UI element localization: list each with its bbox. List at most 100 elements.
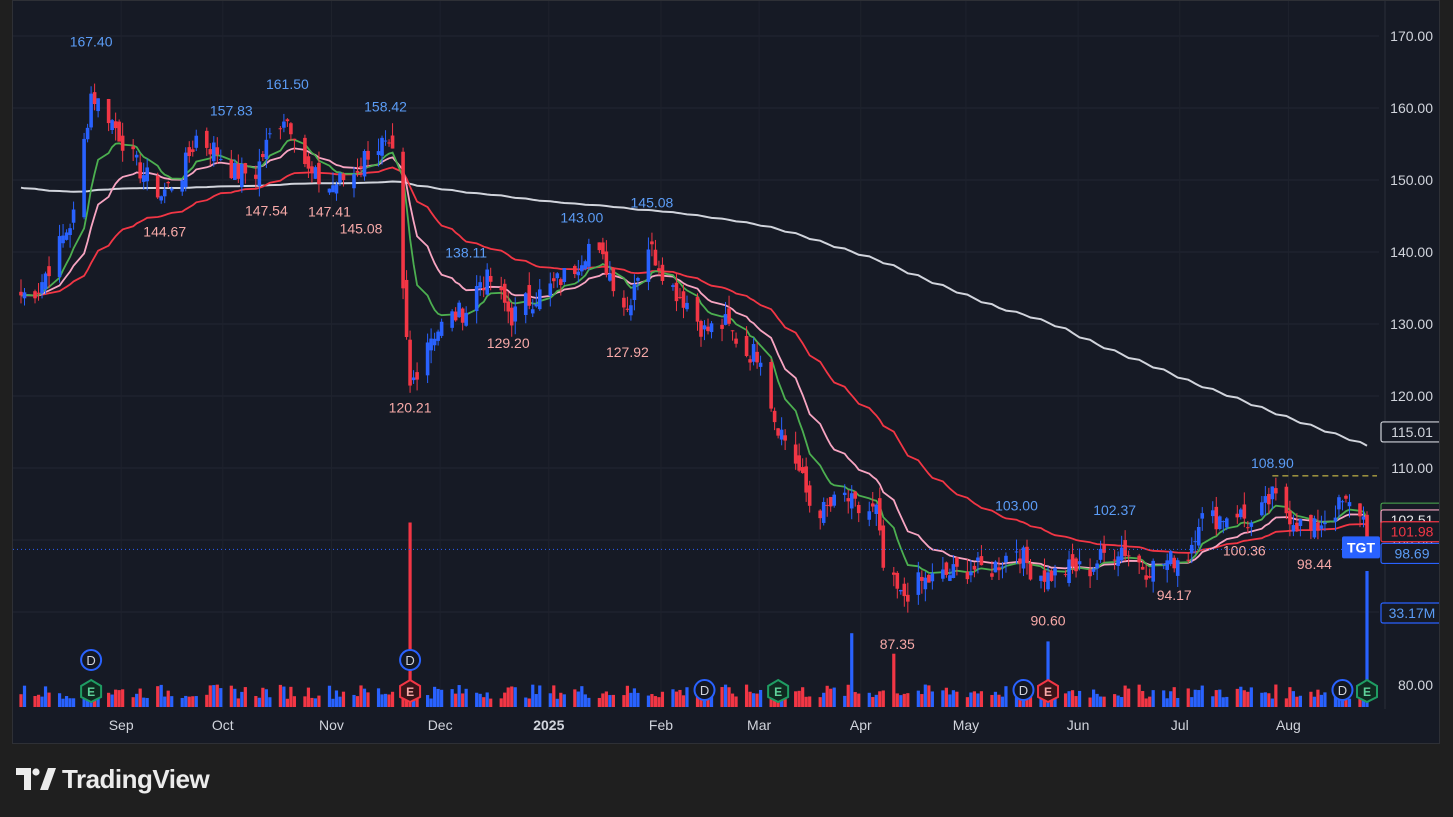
candle-body: [1316, 522, 1320, 531]
volume-bar: [808, 696, 812, 707]
candle-body: [243, 163, 248, 174]
volume-bar: [338, 696, 342, 707]
earnings-event-label: E: [87, 685, 95, 699]
low-price-label: 129.20: [487, 335, 530, 351]
volume-bar: [433, 686, 437, 707]
candle-body: [1021, 547, 1026, 569]
dividend-event-label: D: [1338, 683, 1347, 698]
price-badge-label: 115.01: [1391, 424, 1433, 440]
price-axis[interactable]: 170.00 160.00 150.00 140.00 130.00 120.00 110.…: [109, 1, 1439, 733]
candle-body: [1000, 566, 1005, 568]
candle-body: [1067, 559, 1071, 584]
candle-body: [1210, 510, 1215, 517]
earnings-event-label: E: [406, 685, 414, 699]
candle-body: [955, 557, 959, 567]
price-badge-label: 101.98: [1391, 524, 1434, 540]
dividend-event-icon[interactable]: [80, 649, 103, 671]
candle-body: [401, 151, 405, 289]
volume-bar: [941, 690, 945, 707]
candle-body: [22, 292, 27, 299]
candle-body: [1217, 516, 1222, 530]
dividend-event-icon[interactable]: [1331, 679, 1354, 701]
volume-bar: [527, 698, 531, 707]
volume-bar: [264, 689, 268, 707]
volume-bar: [1099, 696, 1103, 707]
volume-bar: [96, 695, 100, 707]
candle-body: [727, 308, 731, 324]
candle-body: [1053, 568, 1057, 576]
volume-bar: [758, 689, 763, 707]
volume-bar: [573, 689, 577, 707]
dividend-event-icon[interactable]: [693, 679, 716, 701]
candle-body: [138, 162, 142, 179]
volume-bar: [1333, 691, 1338, 707]
candle-body: [429, 338, 433, 351]
high-price-label: 161.50: [266, 76, 309, 92]
volume-bar: [720, 687, 724, 707]
x-tick-label: Aug: [1276, 717, 1301, 733]
volume-bar: [499, 698, 503, 707]
volume-bar: [359, 685, 363, 707]
volume-bar: [1067, 691, 1071, 707]
volume-bar: [783, 693, 787, 707]
volume-bar: [744, 684, 749, 707]
candle-body: [282, 121, 286, 128]
volume-bar: [1267, 693, 1271, 707]
volume-bar: [794, 691, 798, 707]
earnings-event-icon[interactable]: [1037, 678, 1060, 704]
volume-bar: [506, 687, 510, 707]
candle-body: [1074, 558, 1078, 572]
candle-body: [1046, 572, 1050, 590]
volume-bar: [1000, 696, 1005, 707]
volume-bar: [1176, 697, 1180, 707]
dividend-event-icon[interactable]: [1012, 679, 1035, 701]
volume-bar: [401, 694, 405, 707]
earnings-event-icon[interactable]: [1356, 678, 1378, 704]
volume-bar: [485, 692, 489, 707]
volume-bar: [415, 692, 419, 707]
volume-bar: [461, 693, 465, 707]
volume-bar: [1337, 694, 1341, 707]
candle-body: [709, 323, 714, 333]
candle-body: [625, 308, 630, 310]
volume-bar: [1046, 641, 1050, 707]
candle-body: [113, 121, 118, 129]
volume-bar: [475, 692, 479, 707]
candle-body: [646, 249, 651, 282]
volume-bar: [212, 685, 216, 707]
candle-body: [1025, 546, 1029, 564]
volume-bar: [899, 695, 903, 707]
y-tick-label: 110.00: [1391, 460, 1433, 476]
candle-body: [264, 139, 269, 160]
earnings-event-icon[interactable]: [399, 678, 422, 704]
volume-bar: [1063, 693, 1068, 707]
earnings-event-icon[interactable]: [767, 678, 790, 704]
brand-logo[interactable]: TradingView: [16, 764, 210, 794]
x-tick-label: Jun: [1067, 717, 1090, 733]
volume-bar: [990, 694, 994, 707]
price-badge: [1380, 521, 1439, 543]
candle-body: [1337, 497, 1341, 510]
volume-bar: [755, 693, 759, 707]
volume-bar: [482, 697, 486, 707]
chart-panel[interactable]: 167.40 144.67 157.83 147.54 161.50 147.41 145.…: [12, 0, 1440, 744]
volume-bar: [1270, 698, 1274, 707]
volume-bar: [1316, 689, 1320, 707]
candle-body: [120, 135, 125, 151]
volume-bar: [902, 693, 906, 707]
y-tick-label: 150.00: [1390, 172, 1433, 188]
volume-bar: [611, 694, 615, 707]
candle-body: [474, 286, 479, 312]
volume-bar: [1077, 690, 1082, 707]
volume-bar: [650, 694, 654, 707]
candle-body: [951, 564, 956, 578]
candle-body: [134, 154, 139, 158]
candle-body: [229, 159, 234, 179]
event-markers[interactable]: D E D E D E D E D E: [80, 649, 1378, 704]
earnings-event-icon[interactable]: [80, 678, 103, 704]
candle-body: [1295, 522, 1299, 530]
volume-bar: [1053, 694, 1057, 707]
volume-bar: [881, 690, 885, 707]
dividend-event-icon[interactable]: [399, 649, 422, 671]
candlestick-chart[interactable]: 167.40144.67157.83147.54161.50147.41145.…: [13, 1, 1439, 743]
